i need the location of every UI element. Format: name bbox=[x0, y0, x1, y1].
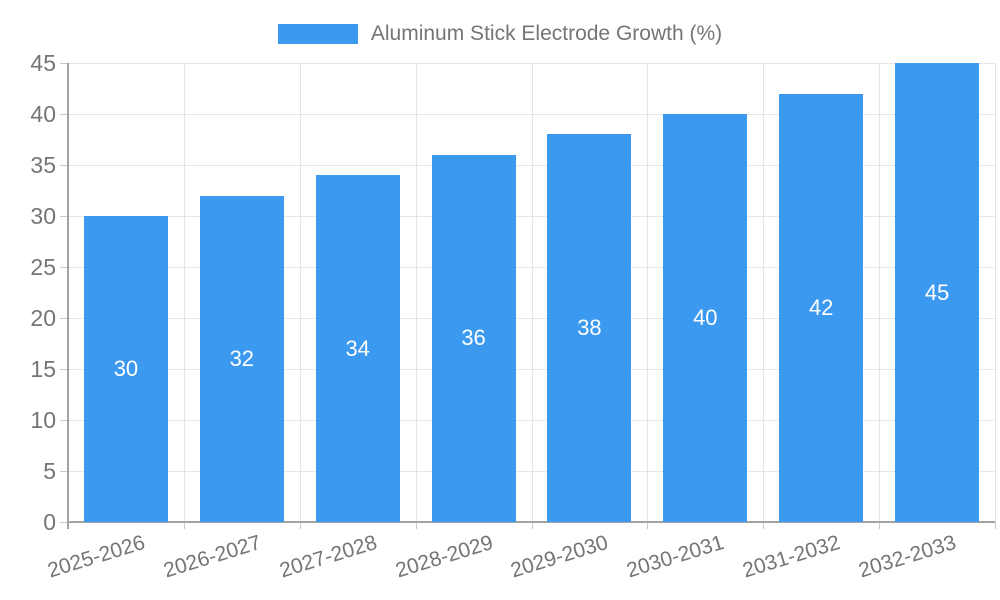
y-tick-label: 40 bbox=[30, 101, 56, 127]
bar-value-label: 30 bbox=[113, 356, 139, 381]
bar-2026-2027[interactable] bbox=[199, 195, 284, 522]
y-tick-mark bbox=[60, 63, 68, 64]
y-tick-label: 0 bbox=[43, 509, 56, 535]
y-tick-mark bbox=[60, 165, 68, 166]
bar-2029-2030[interactable] bbox=[547, 134, 632, 522]
y-tick-mark bbox=[60, 522, 68, 523]
bar-value-label: 42 bbox=[808, 294, 834, 320]
legend-label: Aluminum Stick Electrode Growth (%) bbox=[370, 22, 723, 45]
bar-value-label: 38 bbox=[577, 315, 602, 341]
y-tick-mark bbox=[60, 471, 68, 472]
x-gridline bbox=[531, 63, 533, 522]
x-gridline bbox=[183, 63, 185, 522]
y-tick-mark bbox=[60, 267, 68, 268]
bar-2032-2033[interactable] bbox=[895, 63, 980, 522]
bar-value-label: 32 bbox=[229, 345, 255, 371]
y-axis-line bbox=[67, 63, 69, 529]
y-tick-label: 45 bbox=[30, 50, 56, 76]
x-tick-mark bbox=[415, 522, 417, 529]
y-tick-mark bbox=[60, 216, 68, 217]
y-tick-label: 25 bbox=[30, 254, 56, 280]
x-tick-mark bbox=[183, 522, 185, 529]
x-gridline bbox=[647, 63, 649, 522]
x-axis-line bbox=[68, 521, 995, 523]
y-tick-mark bbox=[60, 318, 68, 319]
bar-value-label: 45 bbox=[924, 279, 950, 305]
bar-value-label: 36 bbox=[461, 325, 486, 351]
bar-2031-2032[interactable] bbox=[779, 93, 864, 522]
y-tick-label: 5 bbox=[43, 458, 56, 484]
bar-2027-2028[interactable] bbox=[315, 175, 400, 522]
bar-2028-2029[interactable] bbox=[431, 154, 516, 522]
bar-value-label: 40 bbox=[693, 305, 718, 330]
y-tick-label: 35 bbox=[30, 152, 56, 178]
y-tick-label: 30 bbox=[30, 203, 56, 229]
x-gridline bbox=[763, 63, 765, 522]
x-gridline bbox=[299, 63, 301, 522]
y-tick-mark bbox=[60, 369, 68, 370]
y-tick-mark bbox=[60, 420, 68, 421]
x-gridline bbox=[879, 63, 881, 522]
legend-swatch bbox=[277, 24, 358, 44]
bar-2030-2031[interactable] bbox=[663, 114, 748, 522]
x-gridline bbox=[415, 63, 417, 522]
x-tick-mark bbox=[763, 522, 765, 529]
bar-2025-2026[interactable] bbox=[83, 216, 168, 522]
x-gridline bbox=[995, 63, 996, 522]
y-tick-label: 10 bbox=[30, 407, 56, 433]
x-tick-mark bbox=[879, 522, 881, 529]
x-tick-mark bbox=[531, 522, 533, 529]
legend-item[interactable]: Aluminum Stick Electrode Growth (%) bbox=[0, 22, 1000, 46]
y-tick-mark bbox=[60, 114, 68, 115]
x-tick-mark bbox=[995, 522, 996, 529]
x-tick-mark bbox=[299, 522, 301, 529]
bar-value-label: 34 bbox=[345, 335, 370, 361]
x-tick-mark bbox=[647, 522, 649, 529]
y-tick-label: 15 bbox=[30, 356, 56, 382]
y-tick-label: 20 bbox=[30, 305, 56, 331]
